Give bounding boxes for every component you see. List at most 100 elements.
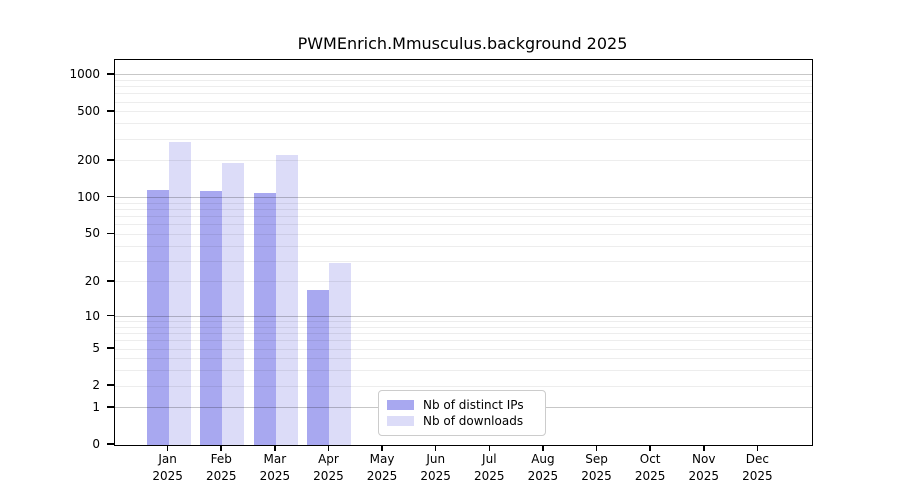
- x-tick-month-jan: Jan: [158, 452, 177, 466]
- x-tick-label-jul: Jul 2025: [457, 451, 521, 485]
- y-tick-500: [107, 110, 114, 112]
- x-tick-aug: [542, 445, 544, 451]
- x-tick-label-oct: Oct 2025: [618, 451, 682, 485]
- x-tick-year-may: 2025: [366, 469, 398, 483]
- x-tick-year-jul: 2025: [474, 469, 505, 483]
- y-tick-2: [107, 384, 114, 386]
- gridline-minor-400: [115, 123, 812, 125]
- gridline-minor-80: [115, 209, 812, 211]
- x-tick-year-nov: 2025: [688, 469, 720, 483]
- gridline-minor-2: [115, 385, 812, 387]
- gridline-minor-3: [115, 370, 812, 372]
- x-tick-month-dec: Dec: [745, 452, 769, 466]
- x-tick-label-sep: Sep 2025: [565, 451, 629, 485]
- x-tick-dec: [756, 445, 759, 451]
- bar-downloads-apr: [329, 262, 352, 445]
- gridline-minor-7: [115, 333, 812, 335]
- x-tick-month-feb: Feb: [210, 452, 232, 466]
- legend-label-distinct-ips: Nb of distinct IPs: [423, 398, 524, 412]
- x-tick-month-jun: Jun: [426, 452, 446, 466]
- gridline-minor-30: [115, 260, 812, 262]
- y-tick-label-50: 50: [84, 226, 100, 241]
- y-tick-label-500: 500: [77, 103, 100, 118]
- y-tick-10: [107, 314, 114, 317]
- y-tick-label-200: 200: [77, 152, 100, 167]
- chart-title: PWMEnrich.Mmusculus.background 2025: [297, 34, 628, 53]
- y-tick-0: [107, 443, 114, 445]
- y-tick-label-100: 100: [77, 189, 100, 204]
- x-tick-year-dec: 2025: [742, 469, 773, 483]
- y-tick-1000: [107, 73, 114, 75]
- gridline-minor-200: [115, 160, 812, 162]
- gridline-minor-40: [115, 245, 812, 247]
- x-tick-label-jun: Jun 2025: [404, 451, 468, 485]
- gridline-minor-600: [115, 101, 812, 103]
- gridline-major-1000: [115, 74, 812, 76]
- x-tick-year-mar: 2025: [259, 469, 291, 483]
- gridline-minor-60: [115, 224, 812, 226]
- y-tick-label-1000: 1000: [69, 66, 100, 81]
- y-tick-200: [107, 159, 114, 161]
- bar-distinct-ips-mar: [253, 192, 276, 445]
- x-tick-month-may: May: [369, 452, 395, 466]
- bar-downloads-jan: [168, 141, 191, 445]
- gridline-minor-500: [115, 111, 812, 113]
- x-tick-month-oct: Oct: [639, 452, 661, 466]
- gridline-minor-5: [115, 348, 812, 350]
- x-tick-label-mar: Mar 2025: [243, 451, 307, 485]
- x-tick-year-apr: 2025: [313, 469, 344, 483]
- x-tick-month-mar: Mar: [263, 452, 287, 466]
- x-tick-month-apr: Apr: [318, 452, 339, 466]
- x-tick-jul: [488, 445, 491, 451]
- gridline-minor-4: [115, 358, 812, 360]
- x-tick-year-feb: 2025: [205, 469, 237, 483]
- x-tick-jan: [166, 445, 169, 451]
- y-tick-label-10: 10: [84, 308, 100, 323]
- x-tick-year-jan: 2025: [152, 469, 183, 483]
- x-tick-month-jul: Jul: [482, 452, 497, 466]
- x-tick-month-sep: Sep: [585, 452, 608, 466]
- gridline-minor-6: [115, 340, 812, 342]
- plot-area: [114, 59, 813, 446]
- x-tick-label-nov: Nov 2025: [672, 451, 736, 485]
- y-tick-5: [107, 347, 114, 349]
- x-tick-month-aug: Aug: [531, 452, 555, 466]
- gridline-minor-700: [115, 93, 812, 95]
- bar-distinct-ips-jan: [146, 189, 169, 445]
- x-tick-oct: [649, 445, 651, 451]
- gridline-minor-50: [115, 233, 812, 235]
- legend: Nb of distinct IPs Nb of downloads: [378, 390, 546, 436]
- x-tick-month-nov: Nov: [692, 452, 716, 466]
- chart: 0 1 2 5 10 20 50 100 200 500 1000 Jan 2025 Feb 2025 Mar…: [69, 59, 813, 483]
- bar-downloads-mar: [275, 154, 298, 445]
- x-tick-year-sep: 2025: [581, 469, 612, 483]
- x-tick-year-jun: 2025: [420, 469, 451, 483]
- x-tick-apr: [327, 445, 330, 451]
- x-tick-label-dec: Dec 2025: [725, 451, 789, 485]
- legend-item-downloads: Nb of downloads: [387, 413, 537, 429]
- x-tick-mar: [274, 445, 276, 451]
- gridline-minor-70: [115, 216, 812, 218]
- gridline-minor-20: [115, 281, 812, 283]
- x-tick-label-may: May 2025: [350, 451, 414, 485]
- y-tick-label-20: 20: [84, 273, 100, 288]
- y-tick-label-2: 2: [92, 378, 100, 393]
- y-tick-1: [107, 406, 114, 408]
- x-tick-may: [381, 445, 383, 451]
- legend-item-distinct-ips: Nb of distinct IPs: [387, 397, 537, 413]
- legend-label-downloads: Nb of downloads: [423, 414, 524, 428]
- y-tick-50: [107, 232, 114, 235]
- x-tick-label-aug: Aug 2025: [511, 451, 575, 485]
- y-tick-label-1: 1: [92, 399, 100, 414]
- gridline-major-10: [115, 316, 812, 318]
- legend-swatch-distinct-ips: [387, 400, 414, 410]
- y-tick-100: [107, 195, 114, 198]
- y-tick-label-0: 0: [92, 437, 100, 451]
- gridline-minor-300: [115, 138, 812, 140]
- x-tick-label-apr: Apr 2025: [296, 451, 360, 485]
- gridline-minor-8: [115, 326, 812, 328]
- x-tick-nov: [703, 445, 705, 451]
- bar-downloads-feb: [222, 163, 245, 445]
- x-tick-label-feb: Feb 2025: [189, 451, 253, 485]
